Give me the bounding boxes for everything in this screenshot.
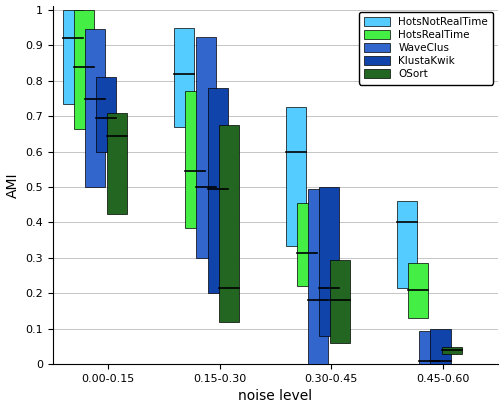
Bar — [62, 10, 83, 104]
X-axis label: noise level: noise level — [238, 389, 312, 403]
Legend: HotsNotRealTime, HotsRealTime, WaveClus, KlustaKwik, OSort: HotsNotRealTime, HotsRealTime, WaveClus,… — [359, 11, 493, 85]
Bar — [197, 36, 216, 258]
Bar — [319, 187, 339, 336]
Bar — [74, 10, 94, 129]
Bar — [286, 108, 305, 245]
Bar — [174, 28, 194, 127]
Bar — [330, 260, 350, 343]
Bar — [397, 200, 417, 288]
Bar — [185, 92, 205, 228]
Bar — [430, 329, 451, 364]
Bar — [85, 29, 105, 187]
Bar — [308, 189, 328, 364]
Bar — [297, 203, 317, 286]
Bar — [408, 263, 428, 318]
Y-axis label: AMI: AMI — [6, 173, 20, 198]
Bar — [442, 347, 462, 353]
Bar — [208, 88, 228, 293]
Bar — [219, 125, 239, 321]
Bar — [107, 113, 128, 213]
Bar — [96, 77, 116, 152]
Bar — [419, 330, 439, 364]
